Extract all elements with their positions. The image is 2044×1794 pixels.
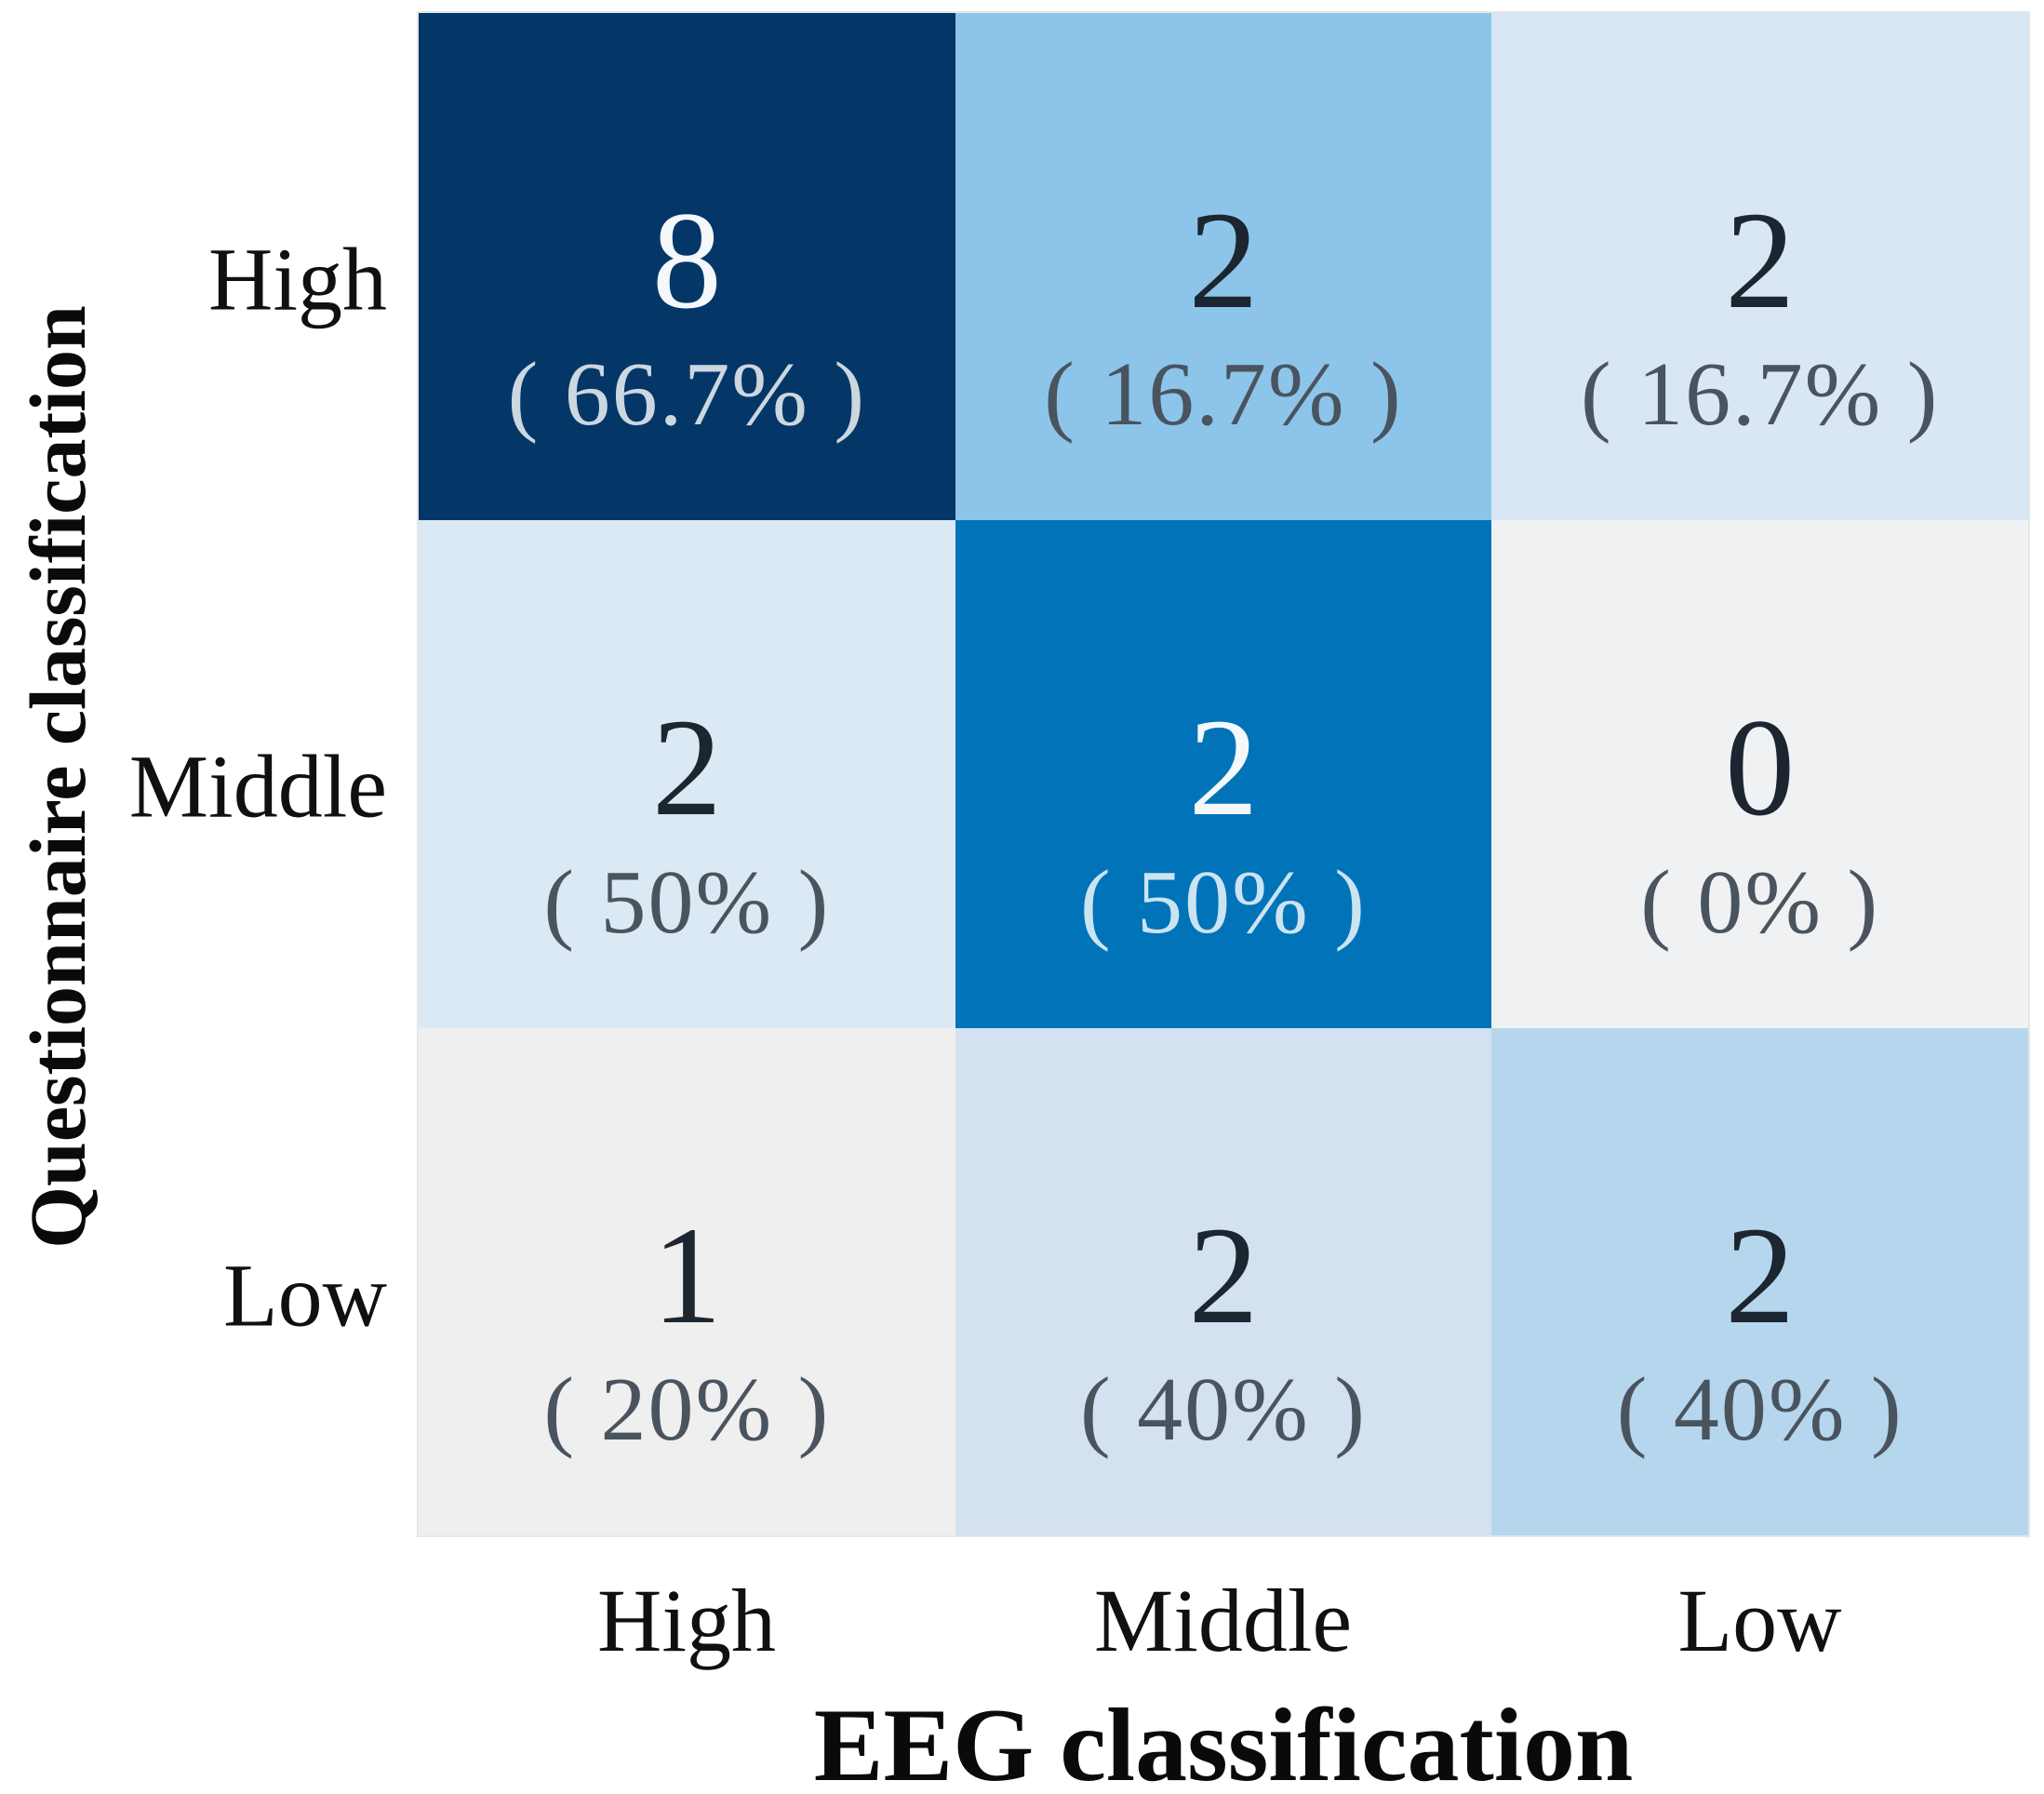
cell-percent: ( 16.7% )	[1044, 344, 1403, 446]
cell-count: 2	[1188, 182, 1259, 338]
matrix-cell-high-high: 8 ( 66.7% )	[419, 13, 955, 521]
cell-percent: ( 50% )	[543, 851, 831, 953]
cell-percent: ( 20% )	[543, 1359, 831, 1461]
col-label-high: High	[597, 1571, 776, 1670]
matrix-cell-high-middle: 2 ( 16.7% )	[955, 13, 1492, 521]
row-label-high: High	[208, 229, 387, 329]
cell-percent: ( 40% )	[1080, 1359, 1367, 1461]
heatmap-grid: 8 ( 66.7% ) 2 ( 16.7% ) 2 ( 16.7% ) 2 ( …	[417, 11, 2030, 1537]
col-label-low: Low	[1677, 1571, 1842, 1670]
matrix-cell-high-low: 2 ( 16.7% )	[1491, 13, 2028, 521]
matrix-cell-middle-high: 2 ( 50% )	[419, 520, 955, 1028]
matrix-cell-middle-middle: 2 ( 50% )	[955, 520, 1492, 1028]
matrix-cell-low-high: 1 ( 20% )	[419, 1027, 955, 1535]
cell-count: 8	[651, 182, 722, 338]
cell-percent: ( 40% )	[1616, 1359, 1904, 1461]
col-label-middle: Middle	[1093, 1571, 1353, 1670]
cell-percent: ( 50% )	[1080, 851, 1367, 953]
cell-percent: ( 66.7% )	[507, 344, 867, 446]
row-label-middle: Middle	[128, 736, 387, 837]
matrix-cell-middle-low: 0 ( 0% )	[1491, 520, 2028, 1028]
cell-count: 2	[1725, 182, 1796, 338]
cell-count: 1	[651, 1198, 722, 1353]
cell-percent: ( 0% )	[1640, 851, 1880, 953]
x-axis-title: EEG classification	[813, 1688, 1634, 1794]
cell-count: 2	[1188, 1198, 1259, 1353]
row-label-low: Low	[223, 1245, 387, 1346]
matrix-cell-low-middle: 2 ( 40% )	[955, 1027, 1492, 1535]
cell-count: 2	[1725, 1198, 1796, 1353]
cell-count: 2	[651, 690, 722, 846]
cell-count: 0	[1725, 690, 1796, 846]
matrix-cell-low-low: 2 ( 40% )	[1491, 1027, 2028, 1535]
cell-count: 2	[1188, 690, 1259, 846]
cell-percent: ( 16.7% )	[1580, 344, 1940, 446]
